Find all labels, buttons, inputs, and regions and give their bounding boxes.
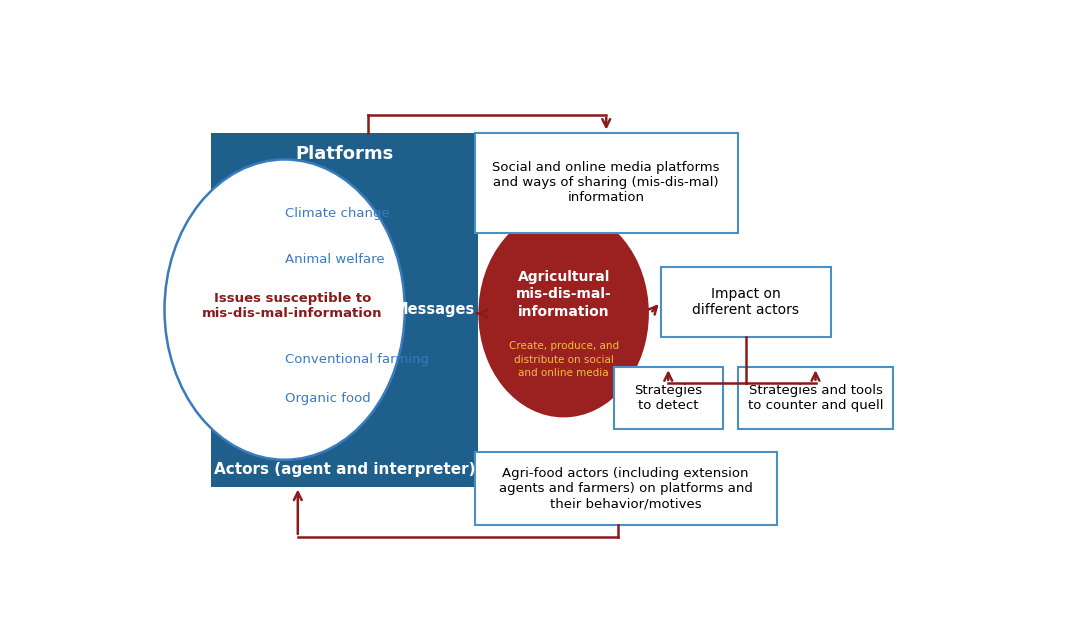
Text: Impact on
different actors: Impact on different actors: [692, 287, 799, 317]
Text: Issues susceptible to
mis-dis-mal-information: Issues susceptible to mis-dis-mal-inform…: [202, 292, 382, 320]
Ellipse shape: [164, 159, 405, 460]
Text: Messages: Messages: [393, 302, 474, 317]
Text: Strategies and tools
to counter and quell: Strategies and tools to counter and quel…: [748, 384, 883, 412]
Bar: [614, 368, 722, 429]
Bar: [474, 133, 738, 232]
Text: Agricultural
mis-dis-mal-
information: Agricultural mis-dis-mal- information: [516, 270, 612, 318]
Bar: [474, 452, 776, 525]
Text: Conventional farming: Conventional farming: [285, 353, 428, 366]
Text: Animal welfare: Animal welfare: [285, 253, 384, 266]
Bar: [660, 267, 831, 336]
Text: Actors (agent and interpreter): Actors (agent and interpreter): [214, 462, 475, 477]
Bar: [211, 133, 478, 487]
Text: Organic food: Organic food: [285, 392, 371, 405]
Text: Climate change: Climate change: [285, 207, 390, 220]
Text: Social and online media platforms
and ways of sharing (mis-dis-mal)
information: Social and online media platforms and wa…: [492, 161, 720, 204]
Text: Strategies
to detect: Strategies to detect: [634, 384, 703, 412]
Text: Agri-food actors (including extension
agents and farmers) on platforms and
their: Agri-food actors (including extension ag…: [499, 467, 753, 510]
Ellipse shape: [478, 209, 649, 417]
Bar: [738, 368, 893, 429]
Text: Create, produce, and
distribute on social
and online media: Create, produce, and distribute on socia…: [508, 341, 618, 378]
Text: Platforms: Platforms: [296, 145, 394, 163]
